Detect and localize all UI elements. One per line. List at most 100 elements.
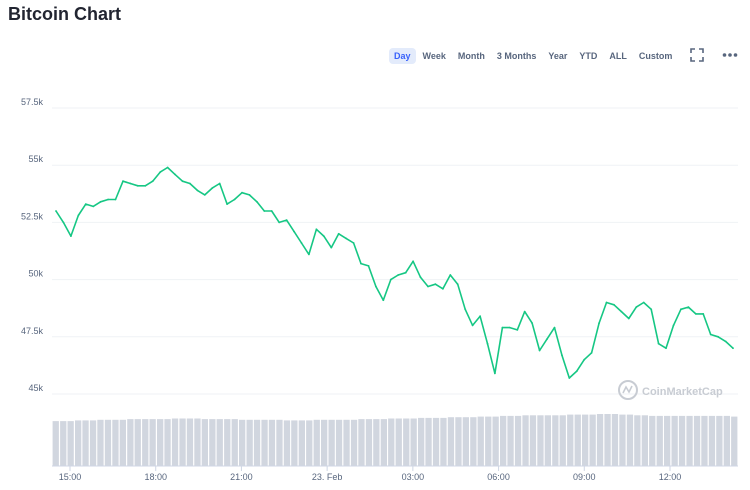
volume-bar xyxy=(306,420,313,466)
volume-bar xyxy=(239,419,246,466)
volume-bar xyxy=(253,419,261,466)
volume-bar xyxy=(365,419,373,466)
price-point xyxy=(627,317,630,320)
price-point xyxy=(397,274,400,276)
volume-bar xyxy=(611,414,619,466)
volume-bar xyxy=(514,415,522,466)
volume-bar xyxy=(410,418,417,466)
x-tick-label: 15:00 xyxy=(59,472,82,482)
volume-bar xyxy=(60,421,67,466)
volume-bar xyxy=(723,415,730,466)
volume-bar xyxy=(716,415,723,466)
price-point xyxy=(635,306,638,308)
fullscreen-icon[interactable] xyxy=(689,47,705,63)
range-day-button[interactable]: Day xyxy=(389,48,416,64)
volume-bar xyxy=(89,420,97,466)
price-point xyxy=(665,347,667,350)
volume-bar xyxy=(186,418,194,466)
range-month-button[interactable]: Month xyxy=(457,51,485,61)
grid-lines xyxy=(52,107,738,395)
volume-bar xyxy=(619,414,626,466)
range-custom-button[interactable]: Custom xyxy=(638,51,673,61)
price-point xyxy=(315,228,318,231)
price-point xyxy=(494,372,496,375)
range-year-button[interactable]: Year xyxy=(548,51,568,61)
volume-bar xyxy=(492,416,499,466)
volume-bar xyxy=(380,419,387,466)
volume-bar xyxy=(656,415,663,466)
price-point xyxy=(620,310,623,313)
volume-bar xyxy=(664,415,671,466)
price-point xyxy=(456,283,459,286)
price-point xyxy=(136,184,139,187)
volume-bar xyxy=(142,419,149,466)
time-range-selector: Day Week Month 3 Months Year YTD ALL Custom xyxy=(389,47,679,65)
price-point xyxy=(189,182,191,185)
price-point xyxy=(196,189,199,192)
x-tick-label: 06:00 xyxy=(487,472,510,482)
price-point xyxy=(553,326,556,329)
range-3-months-button[interactable]: 3 Months xyxy=(496,51,537,61)
price-point xyxy=(144,184,147,187)
volume-bar xyxy=(432,417,440,466)
price-point xyxy=(211,187,214,190)
price-point xyxy=(471,324,474,327)
volume-bar xyxy=(403,418,410,466)
range-ytd-button[interactable]: YTD xyxy=(579,51,598,61)
price-point xyxy=(122,180,124,183)
price-point xyxy=(62,221,65,224)
volume-bar xyxy=(544,415,551,466)
price-point xyxy=(256,200,258,203)
volume-bar xyxy=(455,417,462,466)
more-horizontal-icon[interactable] xyxy=(722,47,738,63)
price-point xyxy=(92,205,95,208)
more-dots-graphic xyxy=(722,53,738,57)
volume-bar xyxy=(626,414,634,466)
x-tick-label: 21:00 xyxy=(230,472,253,482)
price-line xyxy=(55,166,734,379)
price-point xyxy=(129,182,132,185)
range-week-button[interactable]: Week xyxy=(422,51,446,61)
price-point xyxy=(293,230,295,233)
price-point xyxy=(531,322,533,324)
x-axis-ticks: 15:00 18:00 21:00 23. Feb 03:00 06:00 09:00 12:… xyxy=(59,466,682,482)
volume-bar xyxy=(604,414,611,466)
price-point xyxy=(159,171,162,174)
price-point xyxy=(151,180,154,183)
price-point xyxy=(241,191,243,194)
volume-bar xyxy=(67,421,74,466)
price-point xyxy=(501,326,504,329)
price-point xyxy=(687,306,690,308)
y-tick-label: 57.5k xyxy=(21,97,44,107)
price-point xyxy=(352,242,355,244)
volume-bar xyxy=(82,420,89,466)
price-point xyxy=(70,235,72,238)
price-point xyxy=(464,308,467,311)
volume-bar xyxy=(75,420,82,466)
price-point xyxy=(55,210,57,212)
volume-bar xyxy=(164,419,171,466)
volume-bar xyxy=(388,418,395,466)
volume-bar xyxy=(596,414,604,466)
price-point xyxy=(717,335,719,338)
volume-bar xyxy=(522,415,529,466)
volume-bar xyxy=(641,415,648,466)
volume-bar xyxy=(194,418,201,466)
price-point xyxy=(613,303,615,306)
price-point xyxy=(84,203,87,206)
price-point xyxy=(568,377,571,379)
volume-bar xyxy=(321,419,328,466)
price-point xyxy=(702,313,705,315)
price-point xyxy=(360,262,362,265)
price-point xyxy=(308,253,310,256)
price-point xyxy=(248,194,251,196)
volume-bar xyxy=(574,414,581,466)
range-all-button[interactable]: ALL xyxy=(609,51,627,61)
price-point xyxy=(516,329,519,331)
volume-bar xyxy=(552,415,559,466)
volume-bar xyxy=(52,421,59,466)
price-point xyxy=(724,340,727,343)
x-tick-label: 12:00 xyxy=(659,472,682,482)
volume-bar xyxy=(149,419,156,466)
volume-bars xyxy=(52,414,738,467)
